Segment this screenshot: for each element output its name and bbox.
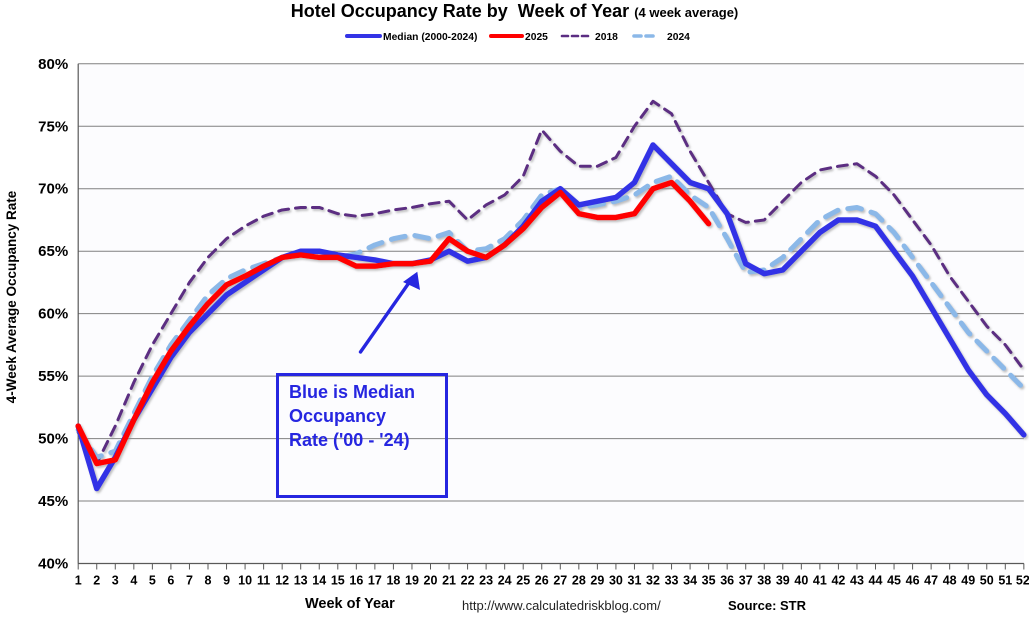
svg-text:21: 21 bbox=[442, 574, 456, 588]
svg-text:26: 26 bbox=[535, 574, 549, 588]
svg-text:12: 12 bbox=[275, 574, 289, 588]
svg-text:41: 41 bbox=[813, 574, 827, 588]
svg-text:17: 17 bbox=[368, 574, 382, 588]
svg-text:2: 2 bbox=[93, 574, 100, 588]
svg-text:13: 13 bbox=[294, 574, 308, 588]
svg-text:20: 20 bbox=[424, 574, 438, 588]
svg-text:31: 31 bbox=[628, 574, 642, 588]
svg-text:45: 45 bbox=[887, 574, 901, 588]
svg-text:16: 16 bbox=[349, 574, 363, 588]
svg-text:70%: 70% bbox=[38, 181, 68, 198]
svg-text:60%: 60% bbox=[38, 306, 68, 323]
svg-text:22: 22 bbox=[461, 574, 475, 588]
svg-text:50%: 50% bbox=[38, 431, 68, 448]
svg-text:40: 40 bbox=[794, 574, 808, 588]
svg-text:33: 33 bbox=[665, 574, 679, 588]
svg-text:65%: 65% bbox=[38, 243, 68, 260]
svg-text:10: 10 bbox=[238, 574, 252, 588]
svg-text:6: 6 bbox=[167, 574, 174, 588]
svg-text:52: 52 bbox=[1016, 574, 1029, 588]
svg-text:29: 29 bbox=[590, 574, 604, 588]
svg-text:11: 11 bbox=[257, 574, 270, 588]
svg-text:28: 28 bbox=[572, 574, 586, 588]
svg-text:9: 9 bbox=[223, 574, 230, 588]
svg-text:51: 51 bbox=[998, 574, 1012, 588]
svg-text:39: 39 bbox=[776, 574, 790, 588]
svg-text:55%: 55% bbox=[38, 368, 68, 385]
svg-text:35: 35 bbox=[702, 574, 716, 588]
svg-text:3: 3 bbox=[112, 574, 119, 588]
svg-text:47: 47 bbox=[924, 574, 938, 588]
svg-text:40%: 40% bbox=[38, 556, 68, 573]
svg-text:32: 32 bbox=[646, 574, 660, 588]
svg-text:25: 25 bbox=[516, 574, 530, 588]
svg-text:36: 36 bbox=[720, 574, 734, 588]
svg-text:34: 34 bbox=[683, 574, 697, 588]
svg-text:30: 30 bbox=[609, 574, 623, 588]
svg-text:44: 44 bbox=[869, 574, 883, 588]
svg-text:19: 19 bbox=[405, 574, 419, 588]
svg-text:24: 24 bbox=[498, 574, 512, 588]
svg-text:43: 43 bbox=[850, 574, 864, 588]
svg-text:38: 38 bbox=[757, 574, 771, 588]
svg-text:48: 48 bbox=[943, 574, 957, 588]
svg-text:5: 5 bbox=[149, 574, 156, 588]
svg-text:49: 49 bbox=[961, 574, 975, 588]
svg-text:18: 18 bbox=[386, 574, 400, 588]
svg-text:75%: 75% bbox=[38, 118, 68, 135]
svg-text:23: 23 bbox=[479, 574, 493, 588]
svg-text:46: 46 bbox=[906, 574, 920, 588]
svg-text:42: 42 bbox=[831, 574, 845, 588]
svg-text:27: 27 bbox=[553, 574, 567, 588]
svg-text:45%: 45% bbox=[38, 493, 68, 510]
svg-text:14: 14 bbox=[312, 574, 326, 588]
svg-text:15: 15 bbox=[331, 574, 345, 588]
svg-text:37: 37 bbox=[739, 574, 753, 588]
svg-text:4: 4 bbox=[130, 574, 137, 588]
svg-text:7: 7 bbox=[186, 574, 193, 588]
svg-text:8: 8 bbox=[205, 574, 212, 588]
svg-text:1: 1 bbox=[75, 574, 82, 588]
svg-text:50: 50 bbox=[980, 574, 994, 588]
svg-text:80%: 80% bbox=[38, 56, 68, 73]
